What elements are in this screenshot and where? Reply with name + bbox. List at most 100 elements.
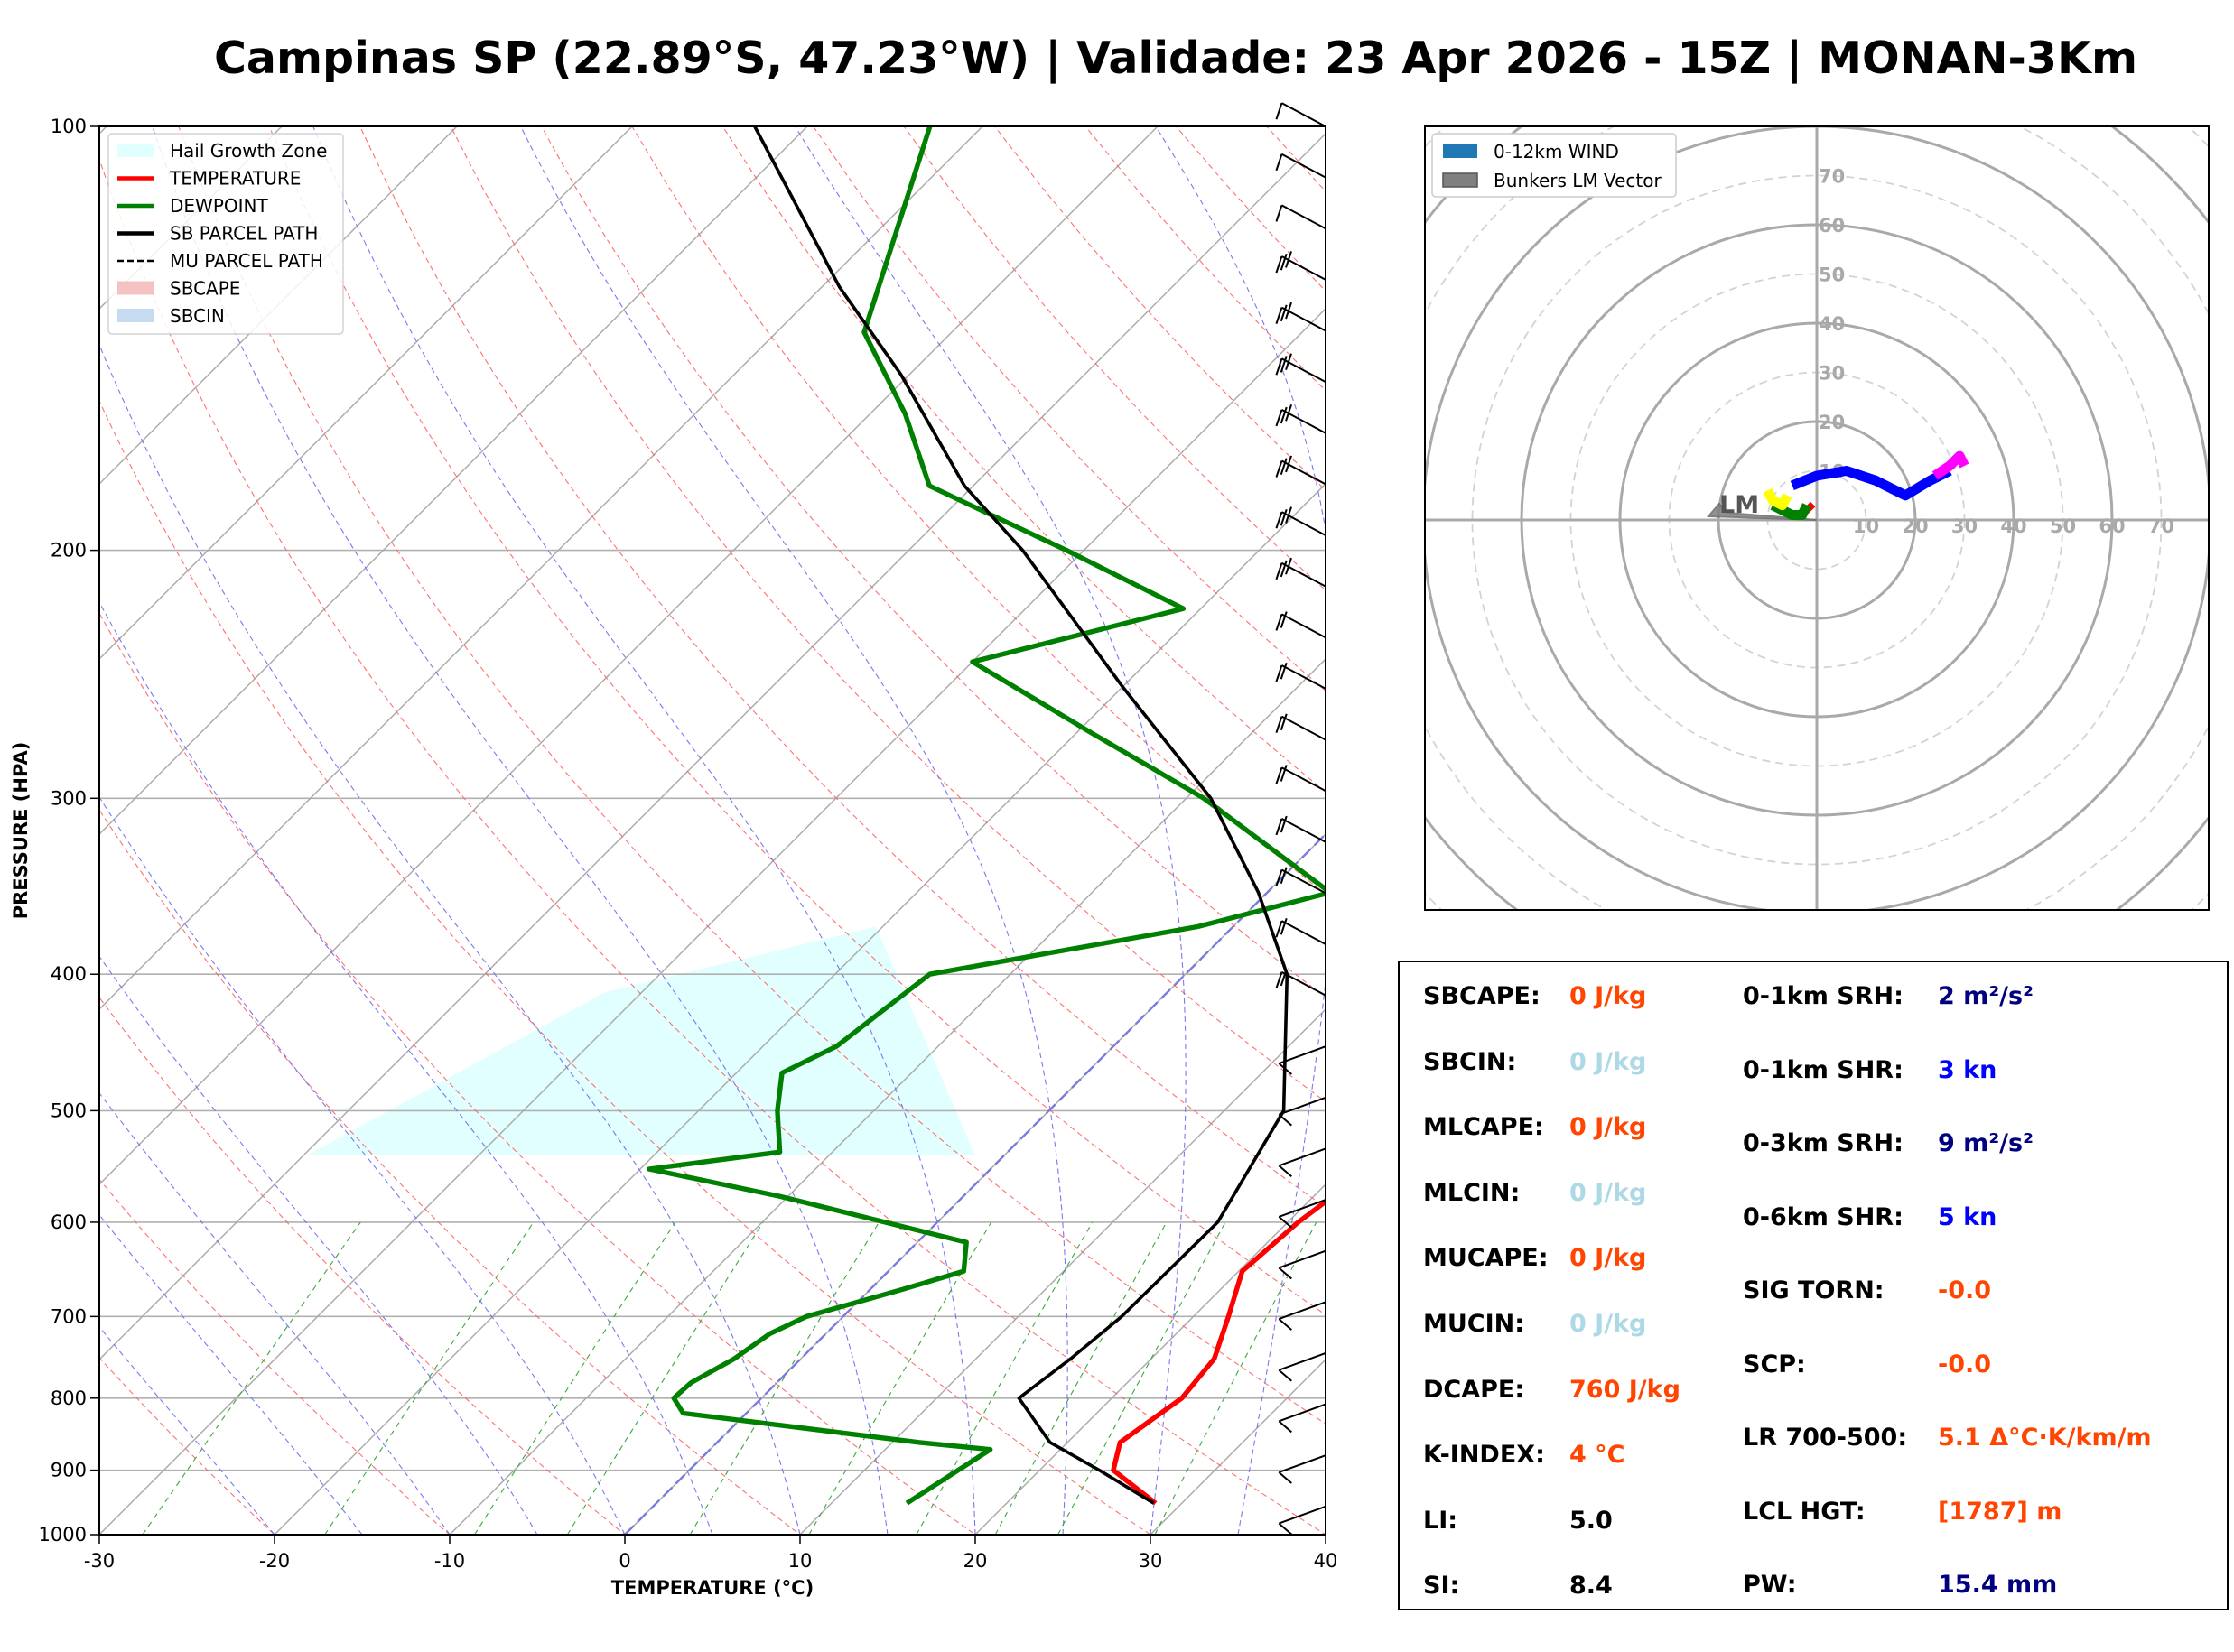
- hail-growth-zone: [307, 926, 975, 1156]
- hodo-legend-box: [1431, 133, 1677, 198]
- wind-barb-flag: [1280, 867, 1288, 885]
- wind-barb-staff: [1280, 204, 1326, 230]
- legend-label: SBCAPE: [170, 278, 240, 300]
- moist-adiabat: [794, 126, 1187, 1535]
- ring-label-x: 50: [2050, 515, 2076, 537]
- moist-adiabat: [99, 795, 626, 1535]
- skew-t-plot-area: [99, 126, 1326, 1535]
- legend-label: MU PARCEL PATH: [170, 250, 323, 272]
- wind-barb: [1278, 1505, 1326, 1536]
- isotherm: [99, 126, 983, 1010]
- y-tick-label: 300: [51, 787, 87, 809]
- legend-box: [107, 133, 344, 335]
- x-tick-label: -20: [259, 1550, 290, 1572]
- index-value: 2 m²/s²: [1938, 982, 2034, 1010]
- wind-barb: [1275, 969, 1326, 997]
- index-label: 0-1km SHR:: [1743, 1055, 1904, 1084]
- wind-barb-flag: [1280, 458, 1288, 476]
- index-label: LI:: [1423, 1506, 1458, 1535]
- wind-barb-staff: [1280, 715, 1326, 741]
- wind-barb-flag: [1280, 969, 1288, 987]
- wind-barb-flag: [1280, 611, 1288, 628]
- hodo-legend-swatch: [1442, 172, 1478, 188]
- wind-barb-staff: [1278, 1249, 1326, 1269]
- wind-barb: [1278, 1351, 1326, 1382]
- hodograph-legend: 0-12km WIND Bunkers LM Vector: [1431, 133, 1677, 198]
- wind-barb-flag: [1278, 1063, 1292, 1075]
- wind-barb-flag: [1285, 353, 1292, 370]
- wind-barb-flag: [1275, 307, 1283, 324]
- wind-barb-staff: [1278, 1454, 1326, 1473]
- index-value: -0.0: [1938, 1276, 1992, 1304]
- hodograph-segment: [1790, 466, 1952, 501]
- wind-barb: [1275, 765, 1326, 792]
- index-label: PW:: [1743, 1571, 1797, 1599]
- wind-barb: [1278, 1096, 1326, 1127]
- wind-barb-flag: [1278, 1113, 1292, 1127]
- dry-adiabat: [450, 126, 1326, 1103]
- moist-adiabat: [99, 600, 713, 1535]
- wind-barb-staff: [1280, 766, 1326, 792]
- wind-barb-flag: [1275, 869, 1283, 886]
- wind-barb-flag: [1275, 766, 1283, 784]
- wind-barb-staff: [1278, 1403, 1326, 1423]
- moist-adiabat: [1155, 126, 1326, 1535]
- mixing-ratio-line: [1057, 1221, 1226, 1535]
- hodo-legend-label: Bunkers LM Vector: [1494, 170, 1662, 191]
- wind-barb-flag: [1280, 304, 1288, 322]
- hodograph-frame: [1424, 125, 2210, 911]
- index-label: SBCIN:: [1423, 1047, 1517, 1076]
- dry-adiabat: [99, 809, 801, 1535]
- y-tick-label: 700: [51, 1305, 87, 1327]
- wind-barb-flag: [1280, 509, 1288, 526]
- wind-barb: [1278, 1249, 1326, 1280]
- ring-label-x: 10: [1853, 515, 1879, 537]
- index-label: 0-3km SRH:: [1743, 1129, 1904, 1157]
- wind-barb: [1275, 353, 1326, 383]
- index-value: 15.4 mm: [1938, 1571, 2058, 1599]
- index-value: 5.1 Δ°C·K/km/m: [1938, 1424, 2152, 1452]
- moist-adiabat: [99, 955, 538, 1535]
- y-tick-label: 900: [51, 1460, 87, 1481]
- moist-adiabat: [99, 343, 801, 1535]
- index-value: [1787] m: [1938, 1497, 2062, 1526]
- wind-barb-flag: [1275, 614, 1283, 631]
- wind-barb: [1275, 455, 1326, 486]
- wind-barb-staff: [1278, 1301, 1326, 1321]
- y-axis-label: PRESSURE (HPA): [10, 742, 32, 920]
- wind-barb-flag: [1280, 815, 1288, 833]
- wind-barb-flag: [1280, 356, 1288, 373]
- wind-barb-flag: [1280, 765, 1288, 782]
- wind-barb-flag: [1280, 560, 1288, 578]
- isotherm: [449, 658, 1326, 1535]
- wind-barb-flag: [1275, 255, 1283, 274]
- dry-adiabat: [359, 126, 1326, 1209]
- index-value: 3 kn: [1938, 1055, 1997, 1084]
- index-value: 0 J/kg: [1569, 982, 1647, 1010]
- dry-adiabat: [178, 126, 1326, 1425]
- legend-swatch: [117, 144, 154, 157]
- wind-barb-flag: [1275, 920, 1283, 938]
- y-tick-label: 100: [51, 116, 87, 137]
- wind-barb-staff: [1278, 1045, 1326, 1064]
- hodo-legend-swatch: [1443, 144, 1477, 158]
- hodograph-segment: [1763, 487, 1792, 511]
- wind-barb-staff: [1280, 970, 1326, 997]
- dewpoint-line: [647, 126, 1326, 1506]
- moist-adiabat: [99, 1326, 275, 1535]
- index-label: MLCAPE:: [1423, 1113, 1544, 1142]
- mixing-ratio-line: [142, 1221, 361, 1535]
- y-tick-label: 500: [51, 1100, 87, 1121]
- skew-t-legend: Hail Growth Zone TEMPERATURE DEWPOINT SB PA…: [107, 133, 344, 335]
- wind-barb-staff: [1280, 818, 1326, 843]
- index-label: K-INDEX:: [1423, 1441, 1545, 1470]
- wind-barb-flag: [1278, 1165, 1292, 1178]
- isotherm: [274, 483, 1326, 1535]
- wind-barb: [1275, 918, 1326, 945]
- x-tick-label: 30: [1139, 1550, 1163, 1572]
- mixing-ratio-line: [324, 1221, 535, 1535]
- legend-swatch: [117, 281, 154, 295]
- wind-barb: [1278, 1045, 1326, 1075]
- wind-barb: [1278, 1199, 1326, 1229]
